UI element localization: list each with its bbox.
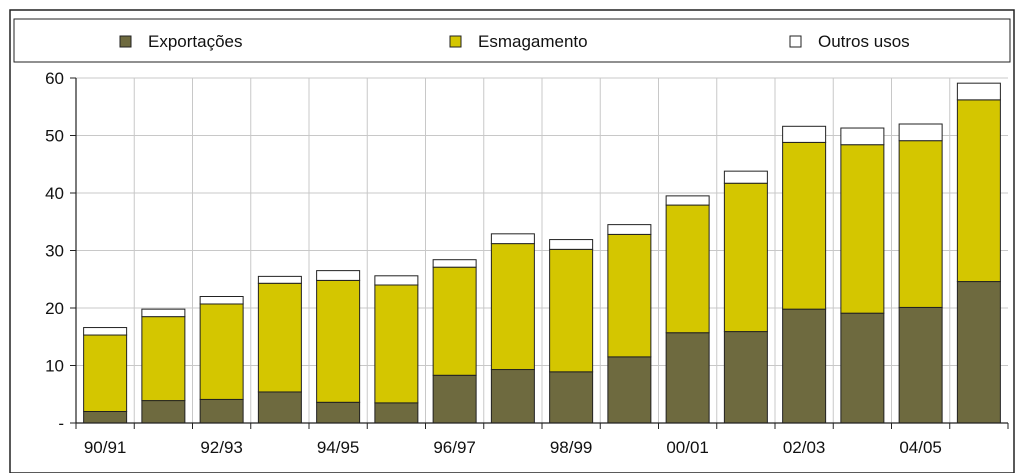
legend-swatch-3	[789, 35, 802, 48]
bar-02-03-series-1	[782, 308, 827, 424]
legend-swatch-2	[449, 35, 462, 48]
bar-97-98-series-3	[490, 233, 535, 245]
bar-94-95-series-2	[316, 279, 361, 403]
bar-00-01-series-2	[665, 204, 710, 334]
y-tick-label-4: 40	[45, 184, 64, 203]
bar-98-99-series-3	[549, 239, 594, 250]
x-tick-label-0: 90/91	[84, 438, 127, 457]
bar-99-00-series-1	[607, 356, 652, 424]
bar-96-97-series-3	[432, 259, 477, 268]
legend-label-3: Outros usos	[818, 32, 910, 51]
bar-93-94-series-2	[257, 282, 302, 393]
bar-91-92-series-1	[141, 400, 186, 424]
x-tick-label-8: 98/99	[550, 438, 593, 457]
bar-05-06-series-3	[956, 82, 1001, 101]
bar-97-98-series-1	[490, 369, 535, 424]
legend-label-1: Exportações	[148, 32, 243, 51]
bar-92-93-series-3	[199, 296, 244, 305]
y-tick-label-5: 50	[45, 127, 64, 146]
bar-91-92-series-2	[141, 316, 186, 402]
bar-90-91-series-3	[83, 327, 128, 336]
bar-05-06-series-1	[956, 281, 1001, 424]
legend-box	[13, 18, 1011, 63]
bar-94-95-series-3	[316, 270, 361, 281]
x-tick-label-2: 92/93	[200, 438, 243, 457]
bar-01-02-series-1	[723, 331, 768, 424]
x-tick-label-6: 96/97	[433, 438, 476, 457]
bar-03-04-series-3	[840, 127, 885, 146]
bar-03-04-series-2	[840, 144, 885, 314]
bar-02-03-series-2	[782, 141, 827, 310]
legend-swatch-1	[119, 35, 132, 48]
bar-00-01-series-3	[665, 195, 710, 206]
bars	[83, 82, 1001, 424]
bar-01-02-series-2	[723, 182, 768, 333]
bar-03-04-series-1	[840, 312, 885, 424]
bar-04-05-series-3	[898, 123, 943, 142]
x-axis-ticks: 90/91 92/93 94/95 96/97 98/99 00/01 02/03 04/05	[75, 423, 1009, 457]
x-tick-label-14: 04/05	[899, 438, 942, 457]
y-tick-label-3: 30	[45, 242, 64, 261]
x-tick-label-10: 00/01	[666, 438, 709, 457]
bar-93-94-series-3	[257, 275, 302, 284]
bar-91-92-series-3	[141, 308, 186, 318]
bar-05-06-series-2	[956, 99, 1001, 283]
bar-99-00-series-2	[607, 233, 652, 358]
bar-93-94-series-1	[257, 391, 302, 424]
bar-96-97-series-2	[432, 266, 477, 376]
bar-90-91-series-2	[83, 334, 128, 412]
bar-95-96-series-1	[374, 402, 419, 424]
bar-99-00-series-3	[607, 224, 652, 235]
bar-94-95-series-1	[316, 401, 361, 424]
bar-92-93-series-2	[199, 303, 244, 400]
x-tick-label-12: 02/03	[783, 438, 826, 457]
bar-95-96-series-2	[374, 284, 419, 404]
legend: Exportações Esmagamento Outros usos	[13, 18, 1011, 63]
bar-04-05-series-1	[898, 306, 943, 424]
bar-95-96-series-3	[374, 275, 419, 286]
y-tick-label-6: 60	[45, 69, 64, 88]
bar-90-91-series-1	[83, 411, 128, 424]
y-axis-ticks: - 10 20 30 40 50 60	[45, 69, 76, 433]
bar-92-93-series-1	[199, 398, 244, 424]
x-tick-label-4: 94/95	[317, 438, 360, 457]
legend-label-2: Esmagamento	[478, 32, 588, 51]
y-tick-label-0: -	[58, 414, 64, 433]
y-tick-label-2: 20	[45, 299, 64, 318]
bar-01-02-series-3	[723, 170, 768, 184]
bar-98-99-series-2	[549, 248, 594, 373]
bar-02-03-series-3	[782, 125, 827, 143]
bar-00-01-series-1	[665, 332, 710, 424]
bar-04-05-series-2	[898, 140, 943, 308]
bar-98-99-series-1	[549, 371, 594, 424]
y-tick-label-1: 10	[45, 357, 64, 376]
bar-96-97-series-1	[432, 374, 477, 424]
bar-97-98-series-2	[490, 243, 535, 371]
